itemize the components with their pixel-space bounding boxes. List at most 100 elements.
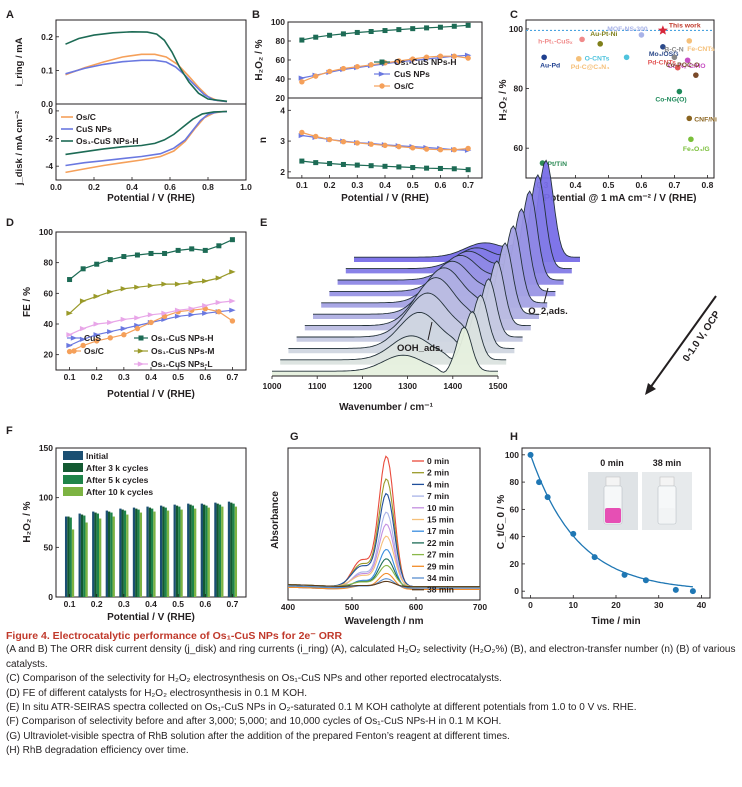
n-marker [299, 158, 305, 164]
bar-3 [71, 529, 75, 597]
x-tick-label: 500 [345, 602, 359, 612]
ring-curve-0 [65, 53, 228, 103]
legend-marker [70, 335, 78, 341]
n-marker [451, 146, 457, 153]
y-tick-label: 80 [510, 477, 520, 487]
legend-marker [137, 361, 145, 367]
legend-label: Os₁-CuS NPs-L [151, 359, 213, 369]
spectrum-fill-10 [354, 160, 580, 262]
x-axis-label: Potential / V (RHE) [107, 612, 195, 623]
h2o2-marker [424, 25, 430, 31]
bar-0 [200, 503, 203, 597]
fe-marker [229, 318, 236, 324]
x-tick-label: 0.4 [379, 180, 391, 190]
inset-label-0: 0 min [600, 458, 624, 468]
spectrum-line-0 [272, 326, 498, 373]
scatter-point [684, 57, 691, 64]
y-tick-label: 60 [510, 504, 520, 514]
h2o2-marker [299, 79, 305, 85]
x-tick-label: 0.5 [172, 599, 184, 609]
bar-1 [230, 502, 233, 597]
legend-label: Os₁-CuS NPs-M [151, 346, 215, 356]
x-tick-label: 20 [611, 600, 621, 610]
scatter-point [688, 136, 694, 143]
bar-0 [214, 502, 217, 597]
x-tick-label: 0.7 [462, 180, 474, 190]
legend-label: Os/C [84, 346, 104, 356]
scatter-point [686, 38, 693, 44]
scatter-label: Au-Pd [540, 62, 560, 69]
caption-title: Figure 4. Electrocatalytic performance o… [6, 630, 343, 642]
x-tick-label: 10 [569, 600, 579, 610]
legend-label: 7 min [427, 491, 449, 501]
fe-marker [93, 332, 100, 338]
x-tick-label: 0.2 [91, 372, 103, 382]
x-tick-label: 600 [409, 602, 423, 612]
x-tick-label: 1300 [398, 381, 417, 391]
x-tick-label: 0.6 [199, 372, 211, 382]
scatter-label: Fe-CNTs [687, 46, 715, 53]
x-axis-label: Potential / V (RHE) [341, 193, 429, 204]
x-tick-label: 1100 [308, 381, 327, 391]
scatter-label: B-C-N [664, 46, 683, 53]
y-tick-label: 0 [48, 592, 53, 602]
bar-3 [153, 511, 156, 597]
y-tick-label: 80 [514, 84, 524, 94]
n-marker [327, 161, 333, 167]
scatter-point [623, 54, 630, 61]
y-tick-label: 150 [39, 443, 53, 453]
fe-marker [66, 342, 73, 349]
bar-1 [121, 509, 124, 597]
bar-2 [137, 509, 140, 597]
x-tick-label: 0.6 [199, 599, 211, 609]
chart-panel-d: 0.1 0.2 0.3 0.4 0.5 0.6 0.7 20 40 60 80 100 Potentia… [22, 227, 247, 400]
legend-label: Os₁-CuS NPs-H [151, 333, 214, 343]
x-tick-label: 0.5 [172, 372, 184, 382]
h2o2-marker [368, 29, 374, 34]
n-marker [382, 163, 388, 169]
fe-marker [147, 283, 155, 289]
bar-1 [148, 507, 151, 597]
y-tick-label: 60 [44, 288, 54, 298]
y-tick-label: 0 [48, 106, 53, 116]
n-marker [465, 167, 471, 173]
y-axis-label: H₂O₂ / % [498, 79, 509, 120]
fe-marker [189, 246, 195, 252]
bar-1 [162, 506, 165, 597]
x-tick-label: 1400 [443, 381, 462, 391]
legend-label: After 3 k cycles [86, 463, 149, 473]
x-tick-label: 0.4 [570, 180, 582, 190]
legend-swatch [63, 463, 83, 472]
scatter-label: Mo₁/OSG [649, 51, 679, 58]
fe-marker [161, 281, 168, 287]
fe-marker [175, 247, 181, 253]
x-tick-label: 1000 [263, 381, 282, 391]
n-marker [424, 165, 430, 171]
x-tick-label: 0.4 [145, 599, 157, 609]
fe-marker [188, 280, 195, 286]
chart-panel-e: 1000 1100 1200 1300 1400 1500 Wavenumber / cm⁻… [263, 159, 723, 413]
fe-marker [188, 312, 195, 318]
bar-3 [112, 516, 115, 597]
fit-curve [529, 454, 693, 588]
x-tick-label: 0.2 [324, 180, 336, 190]
bar-2 [69, 517, 72, 597]
h2o2-marker [382, 28, 388, 34]
fe-marker [107, 289, 114, 295]
h2o2-marker [465, 22, 471, 28]
caption-line-5: (E) In situ ATR-SEIRAS spectra collected… [6, 702, 637, 714]
fe-marker [161, 310, 168, 316]
y-tick-label: 20 [44, 350, 54, 360]
scatter-label: Pd-CNTs [648, 60, 676, 67]
legend-label: 34 min [427, 573, 454, 583]
n-marker [410, 165, 416, 171]
fe-marker [134, 325, 141, 332]
n-marker [340, 138, 347, 145]
bar-3 [180, 509, 183, 597]
figure-canvas: 0.0 0.2 0.4 0.6 0.8 1.0 0.0 0.1 0.2 -4 -2 0 Potentia… [6, 9, 723, 627]
fe-marker [134, 315, 141, 321]
h2o2-marker [437, 24, 443, 30]
chart-panel-g: 400 500 600 700 Wavelength / nm Absorbance 0 m… [270, 447, 487, 627]
fe-marker [107, 319, 114, 326]
x-tick-label: 1500 [489, 381, 508, 391]
